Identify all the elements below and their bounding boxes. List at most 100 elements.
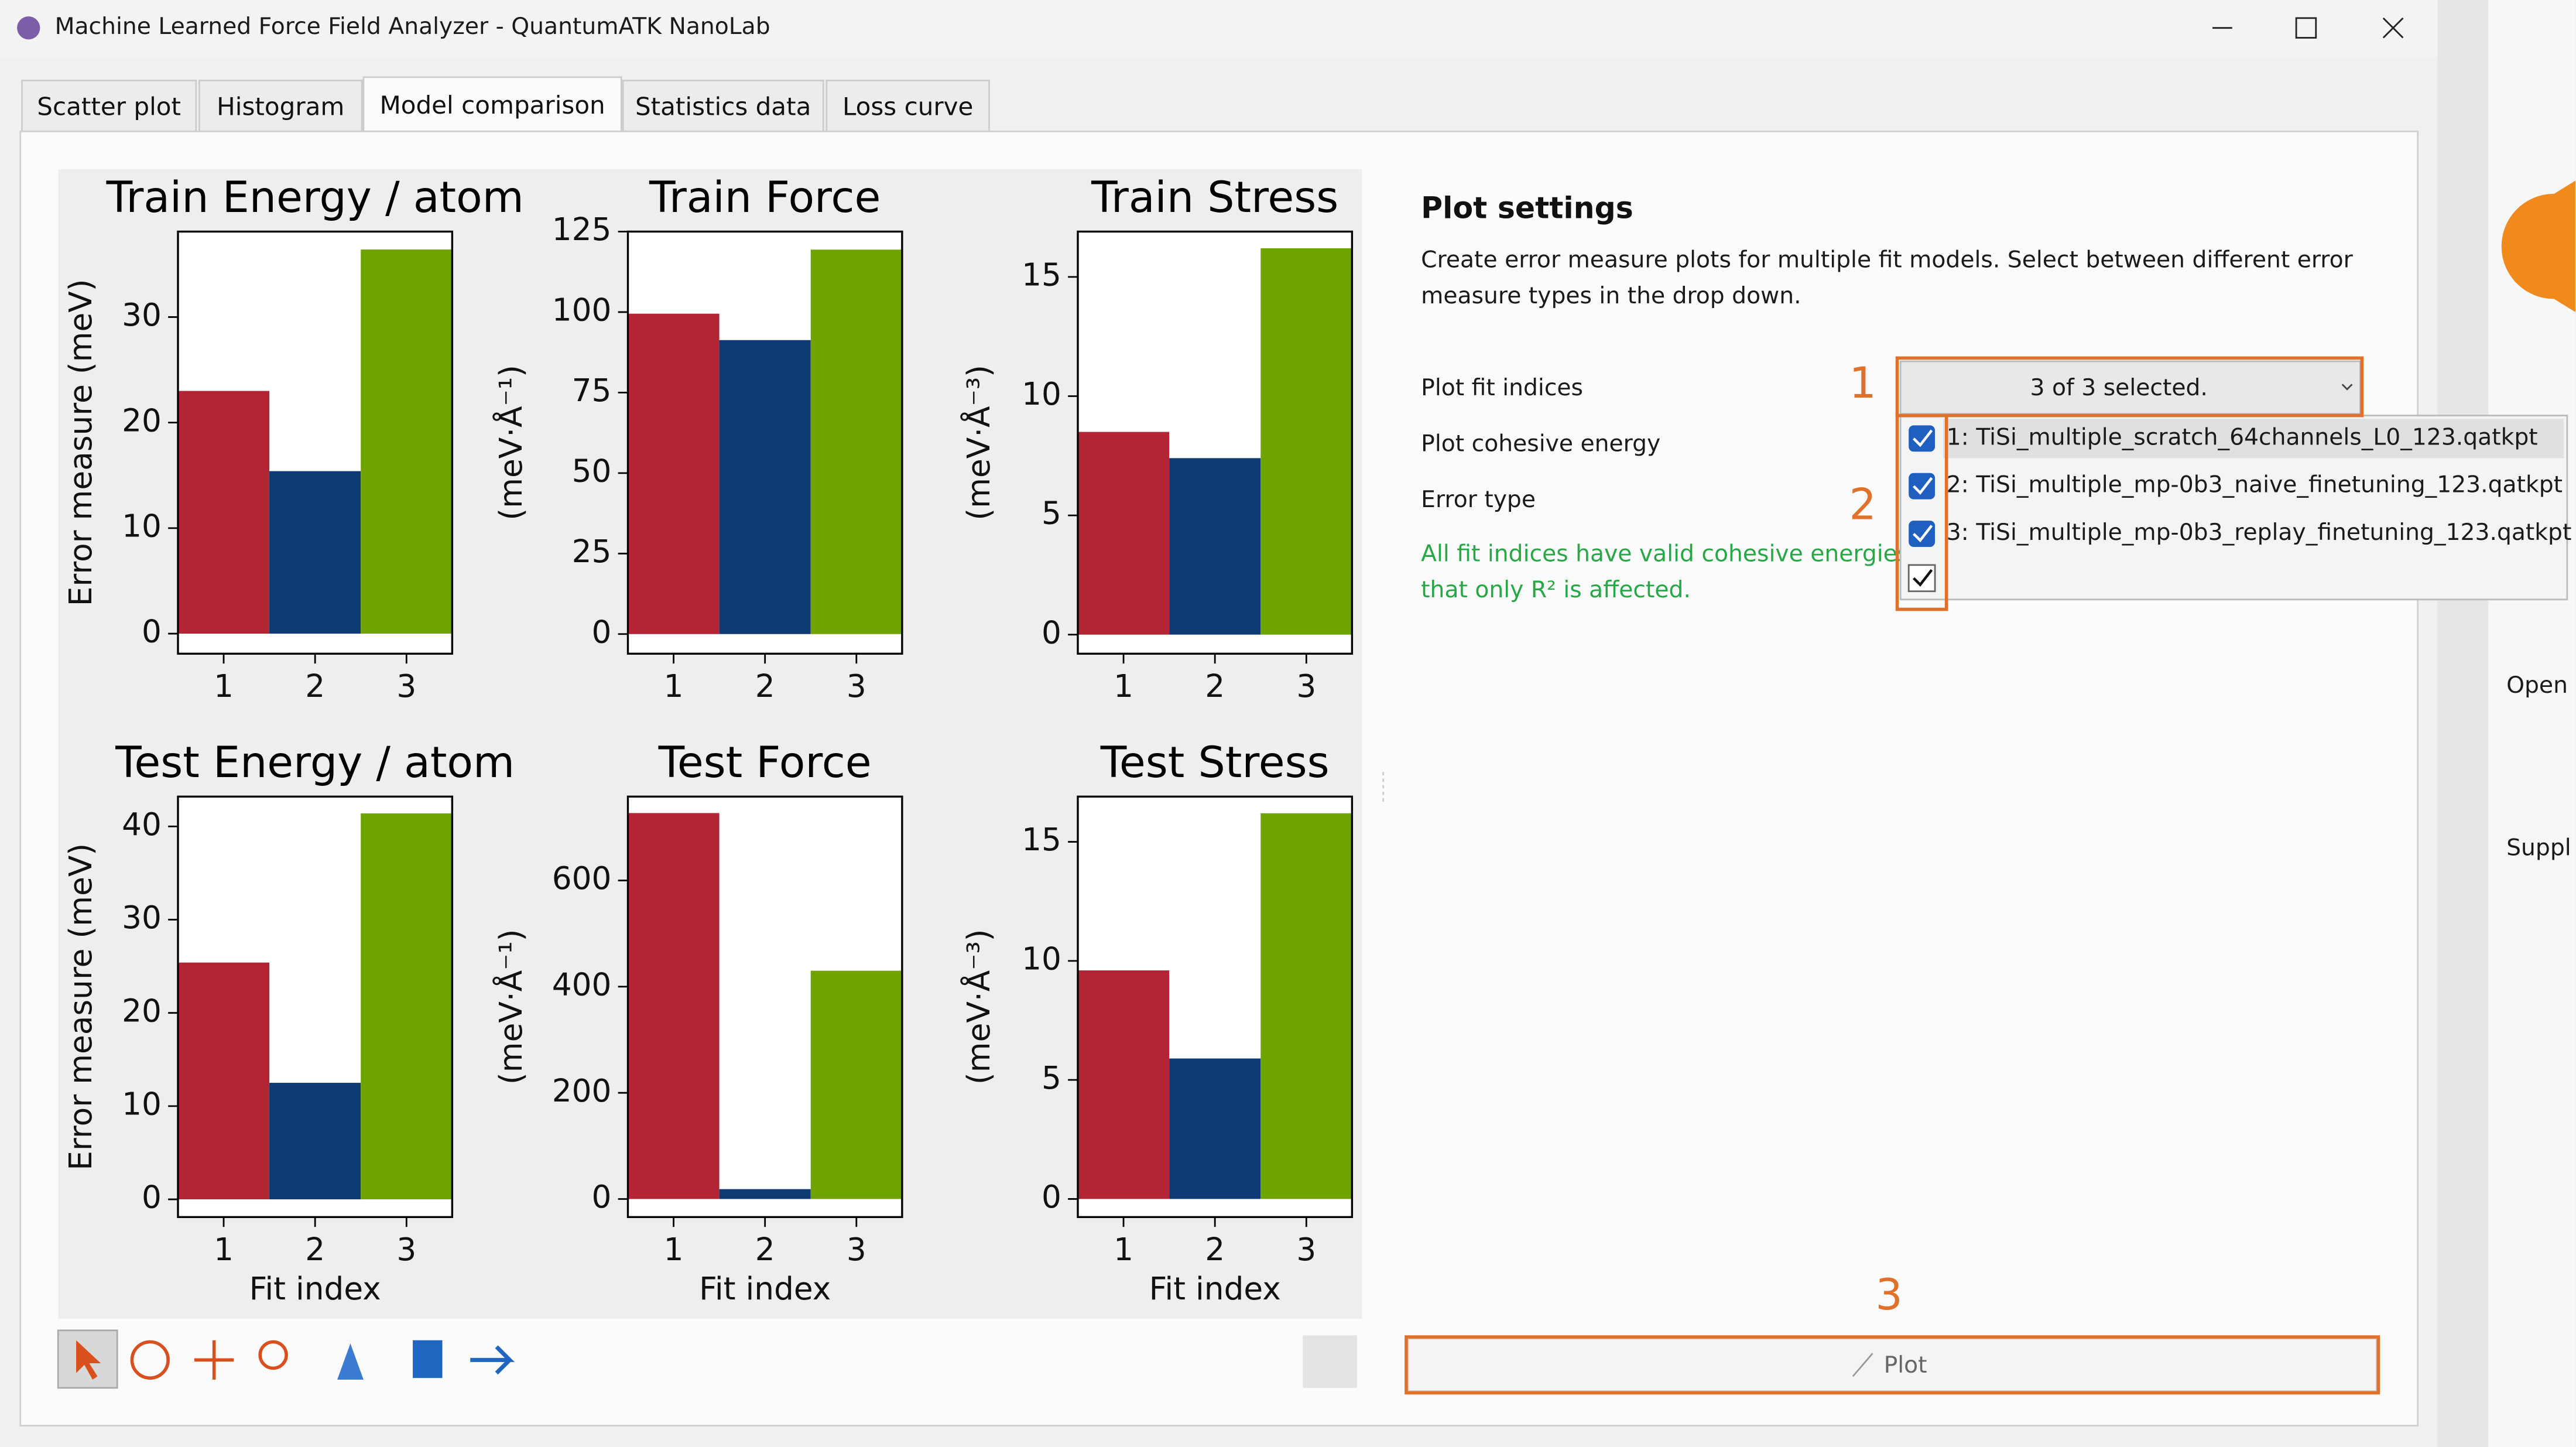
x-tick-label: 2 — [1205, 668, 1225, 704]
x-tick-label: 3 — [847, 1232, 866, 1268]
y-tick-label: 10 — [122, 1086, 162, 1123]
toolbar-adjust[interactable] — [337, 1343, 364, 1380]
tab-label: Statistics data — [635, 93, 811, 121]
tab[interactable] — [198, 80, 363, 132]
x-axis-label: Fit index — [1149, 1271, 1281, 1307]
x-tick-label: 2 — [755, 1232, 775, 1268]
bar — [628, 813, 720, 1199]
chart-title: Train Energy / atom — [106, 173, 524, 223]
plot-button-label: Plot — [1884, 1352, 1927, 1378]
x-tick-label: 1 — [1114, 1232, 1133, 1268]
bar — [361, 813, 453, 1200]
check — [1913, 569, 1933, 587]
y-tick-label: 10 — [122, 508, 162, 544]
x-tick-label: 1 — [664, 668, 684, 704]
tab[interactable] — [21, 80, 197, 132]
x-tick-label: 3 — [1296, 668, 1316, 704]
option-checkbox[interactable] — [1909, 425, 1936, 452]
option-label: 1: TiSi_multiple_scratch_64channels_L0_1… — [1947, 424, 2538, 450]
y-tick-label: 15 — [1022, 256, 1061, 293]
tab[interactable] — [362, 76, 622, 134]
chart-title: Train Force — [649, 173, 881, 223]
y-tick-label: 0 — [592, 614, 612, 650]
x-tick-label: 1 — [214, 668, 234, 704]
y-tick-label: 200 — [552, 1073, 612, 1109]
toolbar-zoom[interactable] — [258, 1340, 288, 1370]
option-highlight — [1943, 419, 2564, 459]
y-tick-label: 125 — [552, 211, 612, 248]
x-tick-label: 1 — [1114, 668, 1133, 704]
bar — [1077, 970, 1170, 1199]
logo — [2501, 180, 2575, 312]
option-checkbox[interactable] — [1909, 473, 1936, 500]
y-tick-label: 5 — [1042, 495, 1061, 532]
window-title: Machine Learned Force Field Analyzer - Q… — [55, 13, 770, 40]
step-number: 2 — [1849, 480, 1876, 530]
bar — [719, 340, 811, 634]
toolbar-save[interactable] — [413, 1340, 443, 1378]
chart-title: Test Stress — [1100, 738, 1330, 788]
bar — [628, 313, 720, 634]
y-tick-label: 0 — [142, 614, 162, 650]
tab-label: Loss curve — [842, 93, 973, 121]
dropdown[interactable] — [1899, 360, 2361, 415]
bar — [269, 1083, 361, 1200]
plot-icon — [1852, 1353, 1873, 1377]
y-axis-label: (meV·Å⁻¹) — [492, 365, 529, 521]
close-button[interactable] — [2382, 17, 2404, 39]
y-tick-label: 0 — [1042, 614, 1061, 651]
x-tick-label: 2 — [755, 668, 775, 704]
y-tick-label: 50 — [572, 453, 612, 489]
x-axis-label: Fit index — [249, 1271, 381, 1307]
y-tick-label: 400 — [552, 967, 612, 1003]
y-tick-label: 40 — [122, 806, 162, 843]
y-tick-label: 0 — [142, 1179, 162, 1216]
background-label: Suppl — [2506, 835, 2571, 861]
y-tick-label: 75 — [572, 372, 612, 409]
highlight-box — [1895, 413, 1948, 611]
x-axis-label: Fit index — [699, 1271, 831, 1307]
y-tick-label: 5 — [1042, 1060, 1061, 1096]
bar — [1169, 1058, 1261, 1199]
plot-button[interactable] — [1407, 1337, 2378, 1393]
setting-label: Plot cohesive energy — [1421, 431, 1660, 457]
y-axis-label: Error measure (meV) — [63, 843, 99, 1171]
x-tick-label: 3 — [1296, 1232, 1316, 1268]
option-label: 3: TiSi_multiple_mp-0b3_replay_finetunin… — [1947, 519, 2572, 546]
x-tick-label: 2 — [305, 668, 325, 704]
x-tick-label: 3 — [396, 668, 416, 704]
background-label: Open — [2506, 672, 2568, 699]
tab-bar: Scatter plot Histogram Model comparison Sta… — [21, 76, 990, 134]
tab[interactable] — [622, 80, 824, 132]
x-tick-label: 1 — [664, 1232, 684, 1268]
highlight-box — [1405, 1335, 2380, 1395]
step-number: 1 — [1849, 358, 1876, 408]
y-tick-label: 15 — [1022, 822, 1061, 858]
y-axis-label: (meV·Å⁻¹) — [492, 929, 529, 1085]
bar — [719, 1189, 811, 1199]
toolbar-pan[interactable] — [194, 1340, 234, 1380]
option-checkbox[interactable] — [1909, 521, 1936, 547]
title-bar — [1, 0, 2438, 58]
maximize-button[interactable] — [2295, 17, 2317, 39]
bar — [1077, 432, 1170, 635]
settings-heading: Plot settings — [1421, 191, 1633, 225]
y-tick-label: 10 — [1022, 376, 1061, 412]
setting-label: Plot fit indices — [1421, 375, 1583, 401]
bar — [810, 970, 902, 1199]
y-tick-label: 20 — [122, 993, 162, 1029]
options: 1: TiSi_multiple_scratch_64channels_L0_1… — [1909, 424, 2571, 547]
x-tick-label: 2 — [1205, 1232, 1225, 1268]
notice: All fit indices have valid cohesive ener… — [1421, 541, 1930, 567]
bar — [1260, 813, 1352, 1199]
tab[interactable] — [825, 80, 990, 132]
y-tick-label: 20 — [122, 402, 162, 439]
toolbar-forward[interactable] — [470, 1345, 515, 1375]
select-all-checkbox[interactable] — [1907, 564, 1936, 593]
toolbar-home[interactable] — [130, 1340, 170, 1380]
toolbar-popout[interactable] — [1303, 1335, 1357, 1388]
pointer-icon — [76, 1340, 101, 1380]
